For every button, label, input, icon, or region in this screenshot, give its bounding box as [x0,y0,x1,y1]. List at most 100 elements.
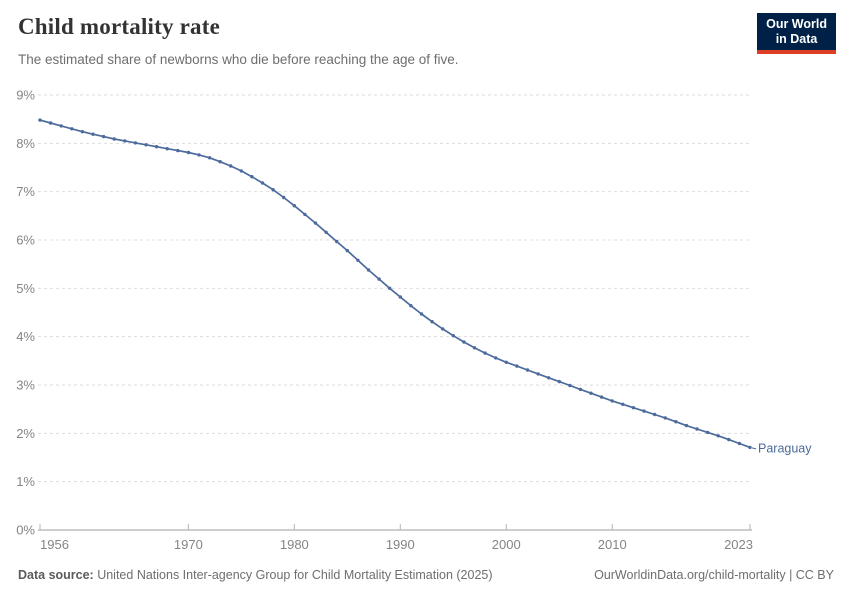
data-point[interactable] [133,141,138,145]
data-point[interactable] [80,130,85,134]
y-axis-label: 8% [16,136,35,151]
data-point[interactable] [737,441,742,446]
data-point[interactable] [303,212,307,217]
data-point[interactable] [472,346,477,350]
data-point[interactable] [621,402,625,406]
data-point[interactable] [239,169,243,173]
y-axis-label: 1% [16,474,35,489]
y-axis-label: 7% [16,184,35,199]
y-axis-label: 5% [16,281,35,296]
y-axis-label: 6% [16,233,35,248]
data-point[interactable] [324,230,328,234]
data-point[interactable] [197,153,201,157]
data-point[interactable] [101,134,106,139]
data-point[interactable] [631,406,636,410]
data-point[interactable] [525,368,530,372]
data-point[interactable] [356,258,360,262]
entity-label[interactable]: Paraguay [758,441,812,455]
series-paraguay[interactable]: Paraguay [38,118,812,455]
data-point[interactable] [568,383,572,388]
data-point[interactable] [313,221,318,225]
data-point[interactable] [271,188,275,192]
data-point[interactable] [674,420,678,424]
data-point[interactable] [59,124,63,128]
x-axis-label: 1990 [386,537,415,552]
data-point[interactable] [186,150,191,155]
data-point[interactable] [176,148,180,153]
owid-citation-link[interactable]: OurWorldinData.org/child-mortality | CC … [594,568,834,582]
data-point[interactable] [748,445,752,450]
owid-logo-line1: Our World [766,17,827,31]
data-point[interactable] [229,164,233,168]
chart-title: Child mortality rate [18,14,221,39]
data-point[interactable] [38,118,42,122]
data-point[interactable] [578,387,583,392]
y-axis-label: 9% [16,88,35,103]
series-line[interactable] [39,119,751,449]
data-point[interactable] [292,204,296,208]
data-point[interactable] [144,143,148,147]
data-point[interactable] [388,286,392,290]
data-point[interactable] [218,160,222,164]
data-point[interactable] [451,334,455,338]
data-point[interactable] [409,304,413,308]
data-point[interactable] [335,239,339,244]
data-point[interactable] [599,395,604,399]
data-point[interactable] [536,372,540,376]
data-point[interactable] [430,320,434,324]
data-point[interactable] [494,356,498,360]
data-point[interactable] [377,277,381,281]
data-point[interactable] [165,147,169,151]
data-point[interactable] [504,360,508,364]
data-point[interactable] [610,399,614,403]
y-axis-label: 3% [16,378,35,393]
owid-logo-line2: in Data [775,31,818,46]
data-point[interactable] [727,437,731,442]
x-axis: 1956 1970 1980 1990 2000 2010 2023 [39,524,753,552]
data-point[interactable] [48,121,53,125]
x-axis-label: 2023 [724,537,753,552]
data-point[interactable] [419,312,424,316]
data-point[interactable] [716,434,720,438]
x-axis-label: 1970 [174,537,203,552]
data-point[interactable] [398,295,402,299]
data-point[interactable] [547,376,551,380]
y-axis-label: 4% [16,329,35,344]
entity-label-connector [751,447,757,450]
x-axis-label: 1956 [40,537,69,552]
data-point[interactable] [70,127,74,131]
data-point[interactable] [695,427,699,431]
data-point[interactable] [652,412,657,417]
data-point[interactable] [207,156,212,160]
data-point[interactable] [345,248,349,253]
data-point[interactable] [112,137,116,141]
data-point[interactable] [515,364,519,368]
data-point[interactable] [483,351,487,355]
data-point[interactable] [557,379,561,384]
x-axis-label: 2010 [598,537,627,552]
data-point[interactable] [123,139,127,143]
data-point[interactable] [663,416,667,420]
y-axis-label: 0% [16,523,35,538]
data-point[interactable] [441,327,445,331]
data-source: Data source: United Nations Inter-agency… [18,568,493,582]
data-point[interactable] [462,340,466,344]
data-point[interactable] [154,145,159,149]
data-point[interactable] [250,175,254,179]
owid-logo: Our World in Data [757,13,836,54]
x-axis-label: 2000 [492,537,521,552]
data-point[interactable] [684,423,689,428]
x-axis-label: 1980 [280,537,309,552]
data-point[interactable] [91,132,95,136]
data-source-text: United Nations Inter-agency Group for Ch… [93,568,493,582]
data-point[interactable] [282,195,286,200]
data-point[interactable] [589,391,593,395]
data-point[interactable] [705,430,710,435]
chart-footer: Data source: United Nations Inter-agency… [18,568,834,582]
data-point[interactable] [366,268,371,272]
data-point[interactable] [642,409,646,413]
data-point[interactable] [260,181,265,185]
data-source-label: Data source: [18,568,94,582]
